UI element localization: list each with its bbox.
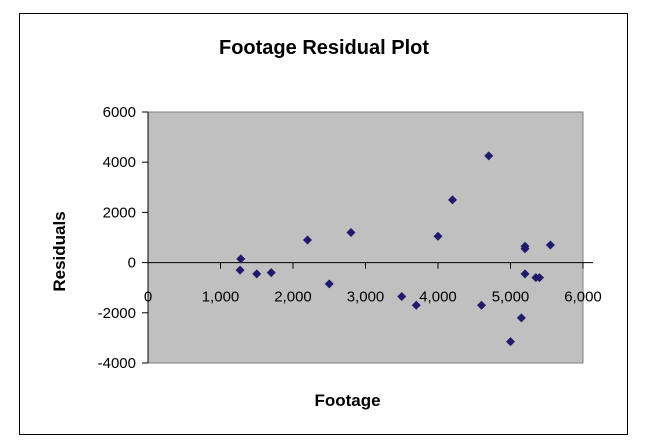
data-point: [506, 337, 515, 347]
data-point: [516, 313, 526, 323]
y-tick-label: -4000: [98, 355, 136, 372]
data-point: [236, 254, 246, 264]
y-tick-label: 2000: [103, 204, 136, 221]
x-tick-label: 0: [144, 289, 152, 306]
data-point: [411, 300, 421, 310]
data-point: [535, 273, 544, 283]
x-tick-label: 4,000: [419, 289, 457, 306]
residual-plot: Footage Residual Plot 6000 4000 2000 0 -2000…: [50, 37, 602, 410]
y-tick-label: -2000: [98, 305, 136, 322]
plot-area: [147, 111, 584, 364]
data-point: [433, 231, 443, 241]
data-point: [520, 244, 530, 254]
data-point: [346, 227, 356, 237]
data-points: [235, 151, 555, 347]
data-point: [520, 269, 530, 279]
y-tick-label: 0: [128, 255, 136, 272]
data-point: [266, 268, 276, 278]
x-tick-label: 3,000: [347, 289, 385, 306]
x-tick-label: 2,000: [274, 289, 312, 306]
chart-frame: Footage Residual Plot 6000 4000 2000 0 -2000…: [19, 13, 628, 435]
y-tick-label: 6000: [103, 104, 136, 121]
data-point: [252, 269, 262, 279]
x-tick-label: 5,000: [492, 289, 530, 306]
x-axis: 0 1,000 2,000 3,000 4,000 5,000 6,000: [144, 262, 602, 306]
y-axis-label: Residuals: [50, 211, 69, 291]
data-point: [324, 279, 334, 289]
chart-title: Footage Residual Plot: [219, 37, 429, 59]
data-point: [397, 291, 407, 301]
y-axis: 6000 4000 2000 0 -2000 -4000: [98, 104, 149, 372]
data-point: [448, 195, 457, 205]
data-point: [303, 235, 312, 245]
y-tick-label: 4000: [103, 154, 136, 171]
data-point: [477, 300, 486, 310]
data-point: [545, 240, 555, 250]
data-point: [235, 265, 245, 275]
x-tick-label: 6,000: [564, 289, 602, 306]
data-point: [484, 151, 494, 161]
x-tick-label: 1,000: [202, 289, 240, 306]
x-axis-label: Footage: [314, 391, 380, 410]
